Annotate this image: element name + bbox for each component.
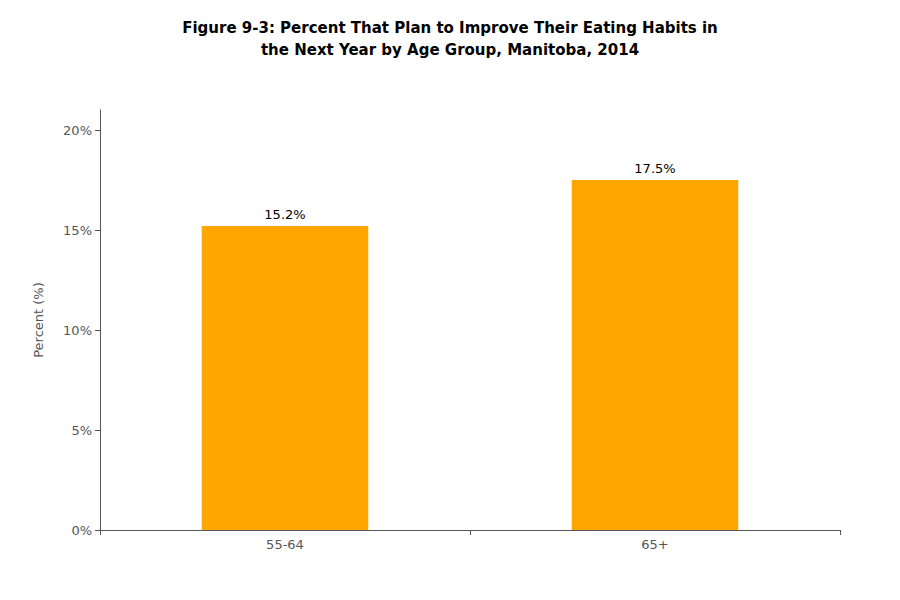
svg-text:15%: 15% [63,223,92,238]
svg-text:the Next Year by Age Group, Ma: the Next Year by Age Group, Manitoba, 20… [261,41,639,59]
svg-text:Figure 9-3: Percent That Plan: Figure 9-3: Percent That Plan to Improve… [182,19,718,37]
svg-text:Percent (%): Percent (%) [31,282,46,358]
svg-text:17.5%: 17.5% [634,161,675,176]
svg-text:20%: 20% [63,123,92,138]
svg-text:15.2%: 15.2% [264,207,305,222]
svg-text:5%: 5% [71,423,92,438]
svg-text:10%: 10% [63,323,92,338]
svg-text:55-64: 55-64 [266,537,304,552]
svg-text:65+: 65+ [641,537,668,552]
svg-text:0%: 0% [71,523,92,538]
